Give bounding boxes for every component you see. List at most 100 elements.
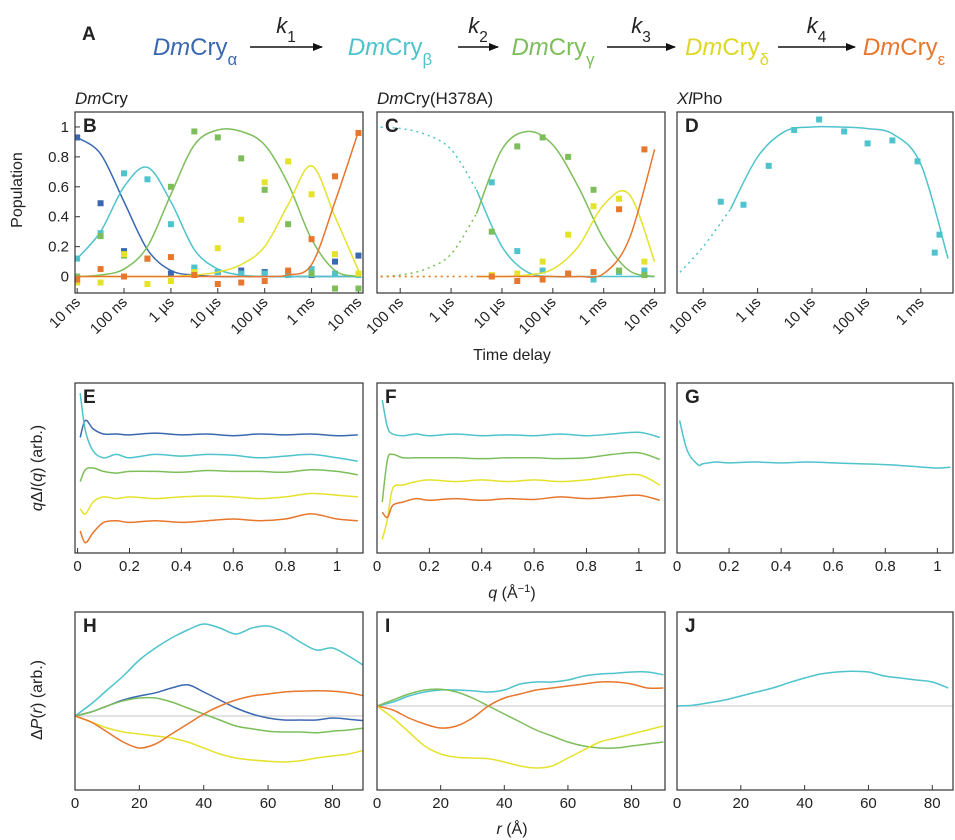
column-title: DmCry(H378A) [377,89,493,108]
rate-constant-part: 4 [818,29,827,46]
x-axis-label: r (Å) [496,819,527,838]
data-point [590,186,597,193]
y-axis-label-part: Δ [29,729,46,740]
data-point [308,270,315,277]
species-part: Dm [511,34,548,61]
species-part: δ [760,50,769,69]
fit-line [381,494,660,519]
data-point [355,270,362,277]
x-tick-label: 0.4 [171,558,192,575]
axes-frame [376,382,666,554]
column-title-part: Dm [75,89,101,108]
data-point [616,267,623,274]
x-tick-label: 1 [333,558,341,575]
x-axis-label-part: q [488,585,497,602]
fit-line [77,131,360,278]
x-tick-label: 0.8 [275,558,296,575]
x-tick-label: 100 µs [516,294,560,338]
x-tick-label: 10 µs [186,294,224,332]
data-point [121,251,128,258]
x-axis-label-part: −1 [518,583,531,595]
panel-label: H [83,616,97,637]
extrapolated-line [677,208,731,277]
data-point [641,146,648,153]
data-point [931,249,938,256]
panel: 100 ns 1 µs 10 µs 100 µs 1 ms 10 ms C [363,111,666,338]
data-point [97,233,104,240]
data-point [355,252,362,259]
plot-area [377,126,656,285]
data-point [308,236,315,243]
x-tick-label: 1 [933,558,941,575]
data-point [641,272,648,279]
species-part: Cry [549,34,586,61]
data-point [355,129,362,136]
x-tick-label: 40 [195,795,212,812]
data-point [488,273,495,280]
x-tick-label: 60 [260,795,277,812]
fit-line [75,715,363,763]
data-point [261,179,268,186]
species: DmCryδ [685,34,769,69]
y-axis-label-part: I [29,487,46,492]
fit-line [677,670,949,707]
fit-line [381,451,661,503]
x-tick-label: 0 [373,795,381,812]
axes-frame [676,111,954,294]
y-axis-label-part: ) (arb.) [29,660,46,708]
species-part: Cry [385,34,422,61]
data-point [514,248,521,255]
data-point [914,158,921,165]
data-point [308,266,315,273]
panel: 0 20 40 60 80 I [373,611,666,812]
fit-line [377,681,664,729]
x-tick-label: 1 ms [283,294,318,329]
x-tick-label: 1 µs [426,294,458,326]
data-point [864,140,871,147]
data-point [214,245,221,252]
data-point [75,134,81,141]
fit-line [377,688,664,749]
column-title-part: Cry(H378A) [403,89,493,108]
data-point [514,270,521,277]
plot-area [678,420,951,469]
axes-frame [376,111,666,294]
x-axis-label: Time delay [473,347,551,364]
fit-line [377,670,664,707]
panel-label: G [685,387,700,408]
data-point [514,278,521,285]
data-point [144,255,151,262]
x-tick-label: 0 [373,558,381,575]
x-tick-label: 10 µs [471,294,509,332]
panel: 0 20 40 60 80 J [673,611,954,812]
plot-area [75,128,362,292]
species: DmCryβ [348,34,432,69]
data-point [565,231,572,238]
species-part: Cry [722,34,759,61]
data-point [167,183,174,190]
panel-label: F [385,387,397,408]
fit-line [79,419,358,438]
x-tick-label: 60 [560,795,577,812]
data-point [167,221,174,228]
fit-line [381,473,661,540]
data-point [167,270,174,277]
axes-frame [74,382,364,554]
data-point [75,276,81,283]
x-axis-label-part: r [496,821,502,838]
x-tick-label: 1 ms [893,294,928,329]
plot-area [75,623,363,763]
fit-line [76,166,359,278]
x-tick-label: 0.8 [875,558,896,575]
data-point [565,153,572,160]
data-point [616,195,623,202]
panel-label: B [83,116,97,137]
extrapolated-line [377,213,478,278]
x-tick-label: 10 µs [781,294,819,332]
x-tick-label: 0.4 [771,558,792,575]
fit-line [377,705,664,769]
data-point [590,203,597,210]
x-tick-label: 20 [131,795,148,812]
data-point [121,273,128,280]
species-part: Cry [190,34,227,61]
